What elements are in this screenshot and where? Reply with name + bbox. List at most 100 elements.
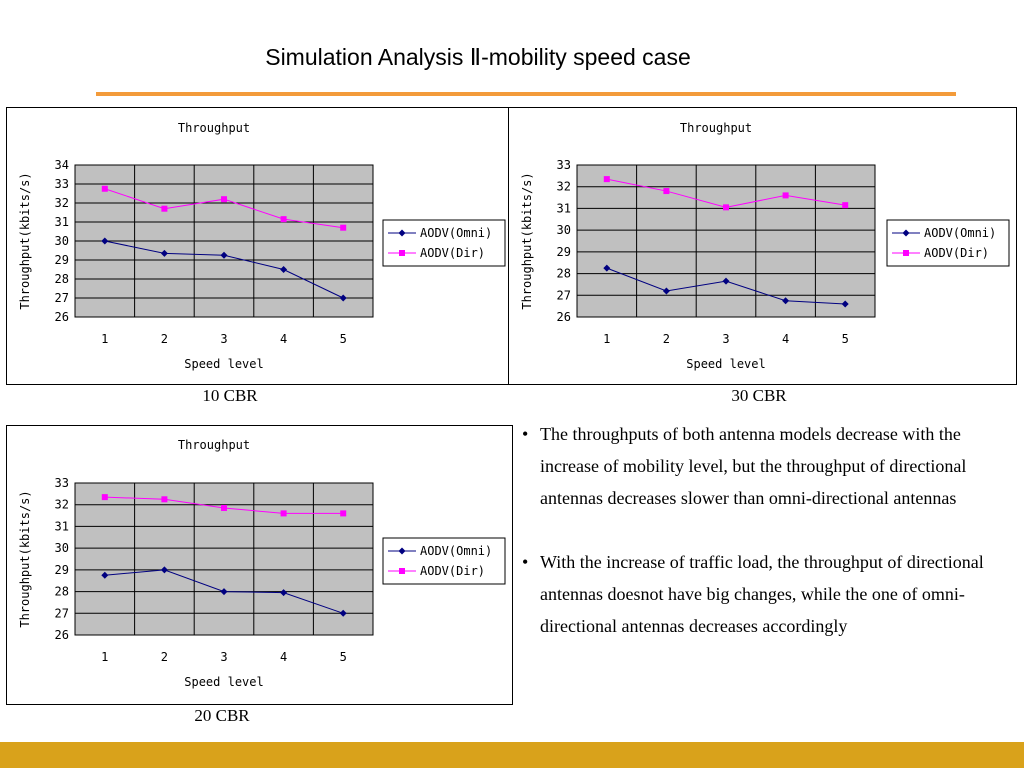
x-tick-label: 1	[603, 332, 610, 346]
bullet-item: • The throughputs of both antenna models…	[520, 418, 1020, 514]
chart-panel-10-cbr: Throughput 26 27 28 29 30 31 32 33 34 1 2 3 4 5 Speed l…	[6, 107, 510, 385]
y-tick-label: 27	[55, 606, 69, 620]
x-tick-label: 5	[842, 332, 849, 346]
y-tick-label: 29	[55, 253, 69, 267]
y-tick-label: 28	[557, 267, 571, 281]
y-tick-label: 33	[557, 158, 571, 172]
slide-title: Simulation Analysis Ⅱ-mobility speed cas…	[265, 44, 691, 70]
legend: AODV(Omni) AODV(Dir)	[382, 219, 506, 267]
y-tick-label: 26	[55, 628, 69, 642]
y-tick-label: 30	[55, 234, 69, 248]
data-point	[161, 496, 168, 503]
chart-panel-20-cbr: Throughput 26 27 28 29 30 31 32 33 1 2 3 4 5 Speed lev…	[6, 425, 513, 705]
bullet-list: • The throughputs of both antenna models…	[520, 418, 1020, 642]
x-tick-label: 3	[220, 650, 227, 664]
data-point	[841, 300, 849, 308]
data-point	[603, 176, 610, 183]
y-tick-label: 29	[55, 563, 69, 577]
y-tick-label: 33	[55, 476, 69, 490]
data-point	[160, 249, 168, 257]
y-tick-label: 26	[557, 310, 571, 324]
data-point	[220, 251, 228, 259]
data-point	[782, 192, 789, 199]
y-tick-label: 29	[557, 245, 571, 259]
x-tick-label: 5	[340, 332, 347, 346]
bullet-dot-icon: •	[522, 424, 529, 444]
x-axis-label: Speed level	[686, 357, 765, 371]
data-point	[280, 589, 288, 597]
legend-marker	[903, 250, 909, 256]
data-point	[662, 287, 670, 295]
y-tick-label: 30	[55, 541, 69, 555]
data-point	[101, 185, 108, 192]
bullet-dot-icon: •	[522, 552, 529, 572]
y-tick-label: 30	[557, 223, 571, 237]
y-tick-label: 32	[557, 180, 571, 194]
data-point	[160, 566, 168, 574]
legend-box	[382, 219, 506, 267]
title-underline	[96, 92, 956, 96]
y-axis-label: Throughput(kbits/s)	[520, 172, 534, 309]
y-tick-label: 28	[55, 585, 69, 599]
chart-30-cbr: Throughput 26 27 28 29 30 31 32 33 1 2 3 4 5 Speed lev…	[520, 121, 1010, 371]
x-tick-label: 2	[161, 650, 168, 664]
data-point	[280, 510, 287, 517]
data-point	[221, 196, 227, 203]
data-point	[161, 205, 168, 212]
caption-30-cbr: 30 CBR	[731, 386, 787, 405]
data-point	[340, 510, 347, 517]
x-axis-label: Speed level	[184, 357, 263, 371]
y-tick-label: 31	[55, 215, 69, 229]
y-tick-label: 33	[55, 177, 69, 191]
legend-marker	[902, 229, 910, 237]
y-tick-label: 34	[55, 158, 69, 172]
footer-bar	[0, 742, 1024, 768]
legend-marker	[398, 229, 406, 237]
legend-label: AODV(Omni)	[924, 226, 996, 240]
data-point	[221, 504, 227, 511]
x-tick-label: 2	[161, 332, 168, 346]
legend-marker	[399, 250, 405, 256]
x-tick-label: 4	[280, 332, 287, 346]
data-point	[340, 224, 347, 231]
data-point	[280, 216, 287, 223]
legend-label: AODV(Dir)	[420, 564, 485, 578]
caption-10-cbr: 10 CBR	[202, 386, 258, 405]
data-point	[722, 277, 730, 285]
legend-label: AODV(Omni)	[420, 544, 492, 558]
data-point	[842, 202, 849, 209]
bullet-text: With the increase of traffic load, the t…	[540, 552, 984, 636]
x-tick-label: 3	[722, 332, 729, 346]
y-tick-label: 32	[55, 498, 69, 512]
x-tick-label: 1	[101, 332, 108, 346]
legend-marker	[398, 547, 406, 555]
chart-panel-30-cbr: Throughput 26 27 28 29 30 31 32 33 1 2 3 4 5 Speed lev…	[508, 107, 1017, 385]
x-axis-label: Speed level	[184, 675, 263, 689]
chart-title: Throughput	[178, 438, 250, 452]
data-point	[663, 188, 670, 195]
caption-20-cbr: 20 CBR	[194, 706, 250, 725]
legend-box	[886, 219, 1010, 267]
data-point	[603, 264, 611, 272]
plot-area	[576, 164, 876, 318]
y-axis-label: Throughput(kbits/s)	[18, 490, 32, 627]
legend: AODV(Omni) AODV(Dir)	[382, 537, 506, 585]
x-tick-label: 5	[340, 650, 347, 664]
legend-marker	[399, 568, 405, 574]
x-tick-label: 4	[280, 650, 287, 664]
y-tick-label: 28	[55, 272, 69, 286]
x-tick-label: 1	[101, 650, 108, 664]
data-point	[339, 294, 347, 302]
bullet-item: • With the increase of traffic load, the…	[520, 546, 1020, 642]
data-point	[220, 588, 228, 596]
legend: AODV(Omni) AODV(Dir)	[886, 219, 1010, 267]
y-tick-label: 26	[55, 310, 69, 324]
data-point	[101, 571, 109, 579]
data-point	[782, 297, 790, 305]
y-tick-label: 31	[557, 201, 571, 215]
x-tick-label: 3	[220, 332, 227, 346]
chart-title: Throughput	[178, 121, 250, 135]
y-tick-label: 27	[55, 291, 69, 305]
chart-20-cbr: Throughput 26 27 28 29 30 31 32 33 1 2 3 4 5 Speed lev…	[18, 438, 506, 689]
